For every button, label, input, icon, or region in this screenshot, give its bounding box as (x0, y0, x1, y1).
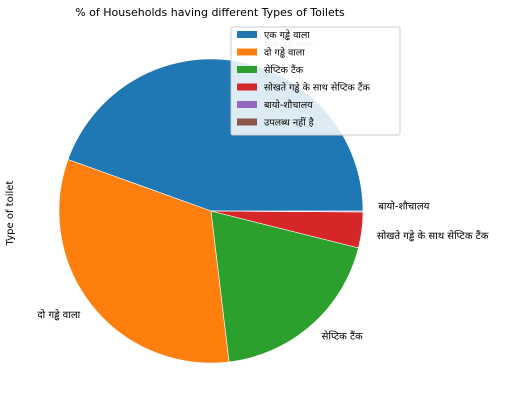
y-axis-label: Type of toilet (5, 181, 16, 247)
legend-label: एक गड्ढे वाला (264, 29, 310, 41)
legend-swatch (237, 83, 257, 91)
legend: एक गड्ढे वाला दो गड्ढे वाला सेप्टिक टैंक सो… (230, 26, 401, 136)
legend-swatch (237, 66, 257, 73)
legend-label: बायो-शौचालय (264, 99, 313, 111)
legend-label: सेप्टिक टैंक (264, 64, 304, 76)
chart-title: % of Households having different Types o… (75, 6, 345, 19)
pie-slice (58, 159, 230, 364)
pie-slice-label: सेप्टिक टैंक (322, 330, 363, 342)
pie-slice-label: दो गड्ढे वाला (37, 309, 80, 321)
pie-slice-label: बायो-शौचालय (378, 201, 429, 213)
legend-swatch (237, 118, 257, 126)
legend-label: दो गड्ढे वाला (264, 47, 305, 59)
legend-label: सोखते गड्ढे के साथ सेप्टिक टैंक (264, 82, 371, 94)
legend-swatch (237, 31, 257, 38)
pie-slice (210, 210, 364, 213)
legend-frame (230, 26, 401, 136)
pie-slice-label: सोखते गड्ढे के साथ सेप्टिक टैंक (377, 230, 489, 242)
pie-slice (210, 210, 359, 363)
legend-swatch (237, 48, 257, 56)
legend-label: उपलब्ध नहीं है (264, 117, 315, 129)
legend-swatch (237, 101, 257, 108)
